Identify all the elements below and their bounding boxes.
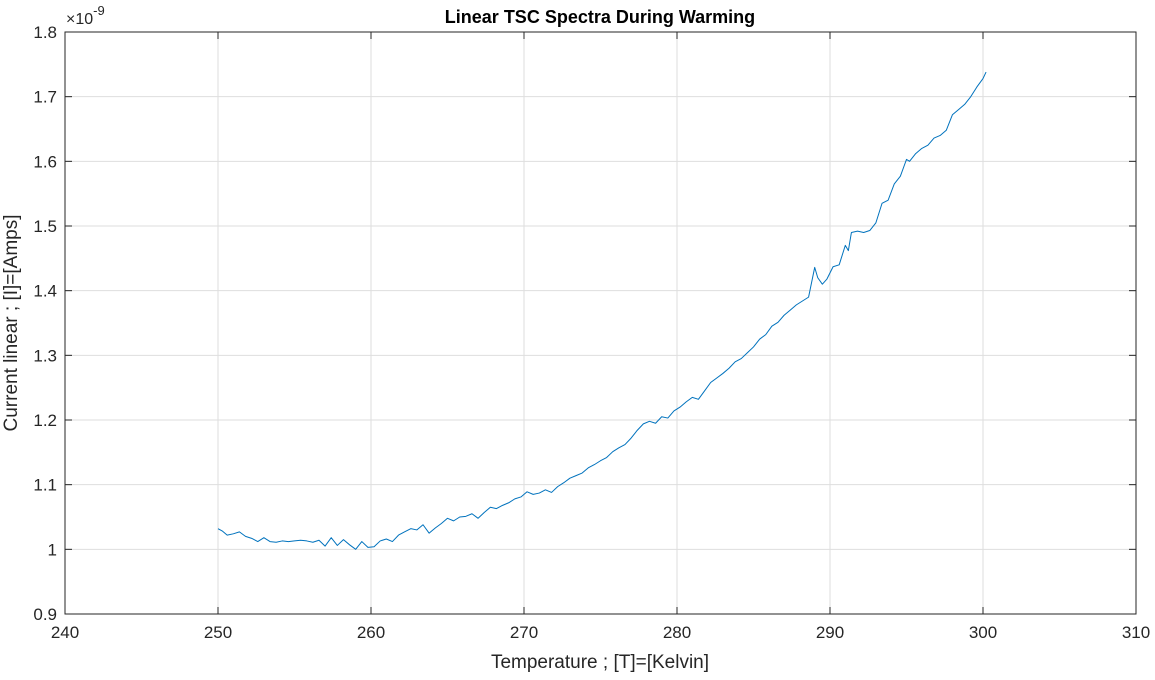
- y-exponent-label: ×10-9: [66, 3, 105, 28]
- x-tick-label: 300: [969, 623, 997, 642]
- x-tick-label: 260: [357, 623, 385, 642]
- x-tick-label: 270: [510, 623, 538, 642]
- plot-area: [65, 32, 1136, 614]
- grid: [65, 32, 1136, 614]
- series-layer: [217, 71, 987, 550]
- y-tick-label: 1.4: [33, 282, 57, 301]
- y-tick-label: 1.1: [33, 476, 57, 495]
- x-tick-label: 240: [51, 623, 79, 642]
- series-line: [217, 71, 987, 550]
- x-axis-label: Temperature ; [T]=[Kelvin]: [491, 652, 709, 673]
- y-tick-label: 1.8: [33, 23, 57, 42]
- y-tick-label: 1.3: [33, 346, 57, 365]
- axis-ticks: 240 250 260 270 280 290 300 310 0.9 1 1.1 1.2 1.3 1.4…: [33, 23, 1150, 642]
- y-tick-label: 1.6: [33, 152, 57, 171]
- y-tick-label: 1: [48, 540, 57, 559]
- chart-title: Linear TSC Spectra During Warming: [445, 7, 755, 27]
- y-exponent-power: -9: [93, 3, 105, 18]
- x-tick-label: 290: [816, 623, 844, 642]
- y-tick-label: 0.9: [33, 605, 57, 624]
- y-exponent-base: ×10: [66, 11, 93, 28]
- y-tick-label: 1.2: [33, 411, 57, 430]
- x-tick-label: 250: [204, 623, 232, 642]
- y-axis-label: Current linear ; [I]=[Amps]: [1, 215, 22, 432]
- y-tick-label: 1.5: [33, 217, 57, 236]
- x-tick-label: 280: [663, 623, 691, 642]
- x-tick-label: 310: [1122, 623, 1150, 642]
- y-tick-label: 1.7: [33, 88, 57, 107]
- plot-frame: [64, 31, 1137, 615]
